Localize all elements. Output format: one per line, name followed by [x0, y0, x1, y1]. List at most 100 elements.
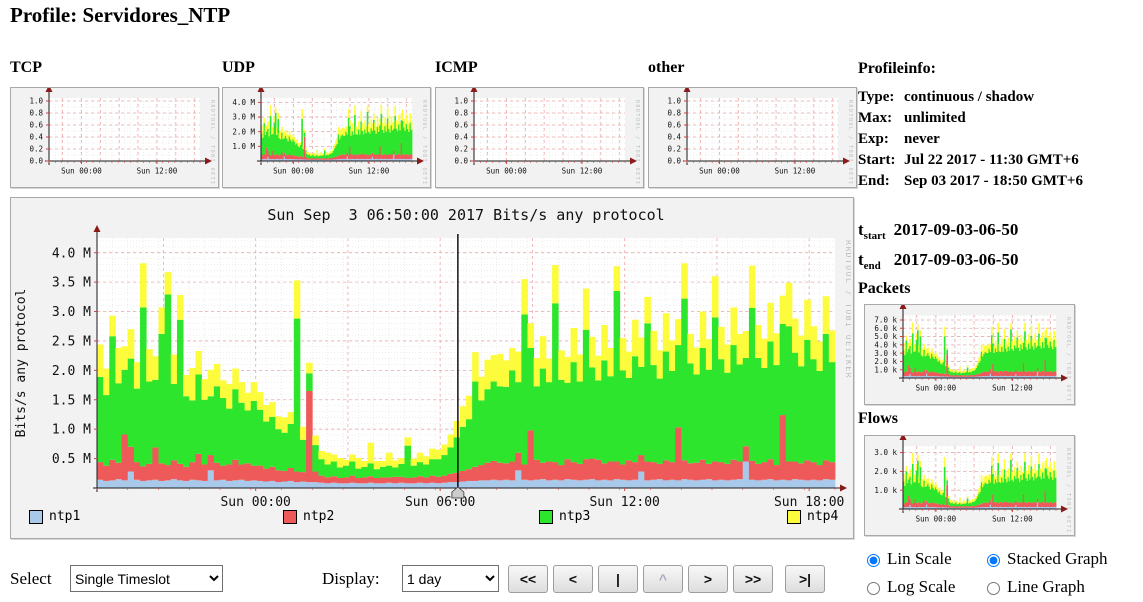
profileinfo-row-end: End: Sep 03 2017 - 18:50 GMT+6 — [858, 171, 1083, 192]
timeslot-select[interactable]: Single Timeslot — [70, 565, 223, 592]
nav-to-end-button[interactable]: >| — [785, 565, 825, 593]
other-chart-box[interactable]: 1.0 0.8 0.6 0.4 0.2 0.0 Sun 00:00 Sun 12:00 RRDT… — [648, 85, 857, 199]
svg-text:0.2: 0.2 — [667, 145, 681, 154]
tstart-subscript: start — [863, 230, 886, 242]
nav-fast-forward-button[interactable]: >> — [733, 565, 773, 593]
profileinfo-panel: Type: continuous / shadow Max: unlimited… — [858, 87, 1083, 192]
stacked-graph-radio[interactable] — [987, 554, 1000, 567]
svg-text:2.5 M: 2.5 M — [52, 334, 91, 349]
nav-forward-button[interactable]: > — [688, 565, 728, 593]
svg-text:0.0: 0.0 — [667, 157, 681, 166]
log-scale-option[interactable]: Log Scale — [862, 573, 982, 601]
icmp-chart-box[interactable]: 1.0 0.8 0.6 0.4 0.2 0.0 Sun 00:00 Sun 12:00 RRDT… — [435, 85, 644, 199]
flows-chart: 3.0 k 2.0 k 1.0 k Sun 00:00 Sun 12:00 RRDTOOL… — [874, 433, 1071, 547]
legend-label: ntp4 — [807, 509, 839, 524]
line-graph-option[interactable]: Line Graph — [982, 573, 1142, 601]
nav-up-button[interactable]: ^ — [643, 565, 683, 593]
svg-text:2.0 k: 2.0 k — [874, 357, 897, 366]
lin-scale-radio[interactable] — [867, 554, 880, 567]
svg-text:Sun 12:00: Sun 12:00 — [992, 515, 1033, 524]
ntp3-swatch — [539, 509, 553, 524]
select-label: Select — [10, 569, 52, 588]
page-title: Profile: Servidores_NTP — [10, 3, 231, 27]
svg-text:3.0 k: 3.0 k — [874, 349, 897, 358]
udp-chart-box[interactable]: 4.0 M 3.0 M 2.0 M 1.0 M Sun 00:00 Sun 12:00 RR… — [222, 85, 431, 199]
line-graph-radio[interactable] — [987, 582, 1000, 595]
packets-chart: 7.0 k6.0 k5.0 k4.0 k3.0 k2.0 k1.0 k Sun 0… — [874, 302, 1071, 416]
svg-text:Sun 00:00: Sun 00:00 — [699, 167, 740, 176]
main-chart-box: 4.0 M 3.5 M 3.0 M 2.5 M 2.0 M 1.5 M 1.0 M 0.5 M… — [10, 197, 854, 539]
svg-text:Sun Sep 3 06:50:00 2017 Bits/: Sun Sep 3 06:50:00 2017 Bits/s any proto… — [267, 206, 664, 224]
svg-text:RRDTOOL / TOBI OETIKER: RRDTOOL / TOBI OETIKER — [847, 100, 853, 185]
nav-current-button[interactable]: | — [598, 565, 638, 593]
svg-text:0.5 M: 0.5 M — [52, 452, 91, 467]
tcp-chart-heading: TCP — [10, 59, 42, 76]
flows-chart-box[interactable]: 3.0 k 2.0 k 1.0 k Sun 00:00 Sun 12:00 RRDTOOL… — [864, 433, 1075, 547]
svg-text:Sun 00:00: Sun 00:00 — [486, 167, 527, 176]
timeslot-cursor-handle — [451, 486, 465, 499]
svg-text:Sun 18:00: Sun 18:00 — [774, 495, 844, 506]
profileinfo-value: Jul 22 2017 - 11:30 GMT+6 — [904, 152, 1079, 168]
svg-text:0.0: 0.0 — [29, 157, 43, 166]
svg-text:0.2: 0.2 — [29, 145, 43, 154]
main-traffic-chart[interactable]: 4.0 M 3.5 M 3.0 M 2.5 M 2.0 M 1.5 M 1.0 M 0.5 M… — [11, 198, 853, 510]
profileinfo-value: never — [904, 131, 940, 147]
legend-label: ntp3 — [559, 509, 591, 524]
profileinfo-value: continuous / shadow — [904, 89, 1035, 105]
svg-text:0.6: 0.6 — [29, 121, 43, 130]
log-scale-radio[interactable] — [867, 582, 880, 595]
svg-text:0.2: 0.2 — [454, 145, 468, 154]
lin-scale-label: Lin Scale — [887, 549, 952, 568]
svg-text:Bits/s any protocol: Bits/s any protocol — [14, 289, 29, 438]
flows-heading: Flows — [858, 410, 898, 427]
svg-text:Sun 00:00: Sun 00:00 — [273, 167, 314, 176]
profileinfo-label: Max: — [858, 110, 893, 126]
tstart-row: tstart 2017-09-03-06-50 — [858, 220, 1019, 242]
svg-text:Sun 00:00: Sun 00:00 — [916, 515, 957, 524]
svg-text:3.5 M: 3.5 M — [52, 276, 91, 291]
display-label: Display: — [322, 569, 380, 588]
icmp-chart: 1.0 0.8 0.6 0.4 0.2 0.0 Sun 00:00 Sun 12:00 RRDT… — [454, 85, 640, 199]
svg-text:5.0 k: 5.0 k — [874, 332, 897, 341]
svg-text:1.5 M: 1.5 M — [52, 393, 91, 408]
svg-text:3.0 M: 3.0 M — [52, 305, 91, 320]
legend-label: ntp1 — [49, 509, 81, 524]
svg-text:4.0 k: 4.0 k — [874, 340, 897, 349]
graph-options: Lin Scale Stacked Graph Log Scale Line G… — [862, 545, 1142, 601]
svg-text:Sun 12:00: Sun 12:00 — [775, 167, 816, 176]
main-chart-legend: ntp1 ntp2 ntp3 ntp4 — [11, 509, 853, 533]
profileinfo-row-start: Start: Jul 22 2017 - 11:30 GMT+6 — [858, 150, 1083, 171]
icmp-chart-heading: ICMP — [435, 59, 478, 76]
log-scale-label: Log Scale — [887, 577, 956, 596]
ntp4-swatch — [787, 509, 801, 524]
svg-text:1.0 k: 1.0 k — [874, 365, 897, 374]
lin-scale-option[interactable]: Lin Scale — [862, 545, 982, 573]
tstart-value: 2017-09-03-06-50 — [893, 220, 1019, 239]
tend-subscript: end — [863, 260, 881, 272]
svg-text:3.0 k: 3.0 k — [874, 448, 897, 457]
profileinfo-value: unlimited — [904, 110, 966, 126]
stacked-graph-option[interactable]: Stacked Graph — [982, 545, 1142, 573]
svg-text:Sun 00:00: Sun 00:00 — [916, 384, 957, 393]
packets-chart-box[interactable]: 7.0 k 6.0 k 5.0 k 4.0 k 3.0 k 2.0 k 1.0 k Sun 0… — [864, 302, 1075, 416]
svg-text:RRDTOOL / TOBI OETIKER: RRDTOOL / TOBI OETIKER — [1065, 317, 1071, 402]
legend-item-ntp1: ntp1 — [29, 509, 80, 524]
svg-text:1.0 M: 1.0 M — [232, 142, 255, 151]
profileinfo-label: End: — [858, 173, 890, 189]
svg-text:0.6: 0.6 — [667, 121, 681, 130]
svg-text:4.0 M: 4.0 M — [232, 98, 255, 107]
tend-row: tend 2017-09-03-06-50 — [858, 250, 1018, 272]
svg-text:1.0 M: 1.0 M — [52, 423, 91, 438]
other-chart-heading: other — [648, 59, 685, 76]
nav-back-button[interactable]: < — [553, 565, 593, 593]
profileinfo-heading: Profileinfo: — [858, 60, 936, 77]
display-range-select[interactable]: 1 day — [402, 565, 499, 592]
nav-fast-back-button[interactable]: << — [508, 565, 548, 593]
tcp-chart-box[interactable]: 1.0 0.8 0.6 0.4 0.2 0.0 Sun 00:00 Sun 12:00 RRDT… — [10, 85, 219, 199]
svg-text:Sun 06:00: Sun 06:00 — [405, 495, 475, 506]
svg-text:0.4: 0.4 — [29, 133, 43, 142]
svg-text:2.0 k: 2.0 k — [874, 467, 897, 476]
svg-text:Sun 12:00: Sun 12:00 — [589, 495, 659, 506]
svg-text:4.0 M: 4.0 M — [52, 246, 91, 261]
